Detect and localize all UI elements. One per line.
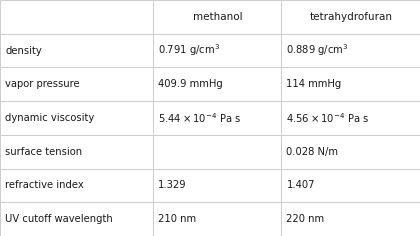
Text: 0.791 g/cm$^3$: 0.791 g/cm$^3$ <box>158 43 220 59</box>
Bar <box>153 34 281 67</box>
Bar <box>281 169 420 202</box>
Bar <box>0 0 153 34</box>
Bar <box>281 202 420 236</box>
Bar <box>0 34 153 67</box>
Bar <box>281 67 420 101</box>
Text: dynamic viscosity: dynamic viscosity <box>5 113 94 123</box>
Bar <box>0 67 153 101</box>
Text: 114 mmHg: 114 mmHg <box>286 79 342 89</box>
Bar <box>281 34 420 67</box>
Bar <box>153 67 281 101</box>
Text: 0.028 N/m: 0.028 N/m <box>286 147 339 157</box>
Text: 210 nm: 210 nm <box>158 214 197 224</box>
Bar <box>0 135 153 169</box>
Text: 0.889 g/cm$^3$: 0.889 g/cm$^3$ <box>286 43 349 59</box>
Text: $5.44\times10^{-4}$ Pa s: $5.44\times10^{-4}$ Pa s <box>158 111 242 125</box>
Bar <box>0 169 153 202</box>
Text: 409.9 mmHg: 409.9 mmHg <box>158 79 223 89</box>
Text: density: density <box>5 46 42 55</box>
Bar <box>281 0 420 34</box>
Text: vapor pressure: vapor pressure <box>5 79 80 89</box>
Text: 1.407: 1.407 <box>286 181 315 190</box>
Text: 1.329: 1.329 <box>158 181 187 190</box>
Text: surface tension: surface tension <box>5 147 82 157</box>
Text: refractive index: refractive index <box>5 181 84 190</box>
Bar <box>153 202 281 236</box>
Bar <box>281 135 420 169</box>
Text: methanol: methanol <box>192 12 242 22</box>
Bar <box>153 0 281 34</box>
Bar <box>281 101 420 135</box>
Text: 220 nm: 220 nm <box>286 214 325 224</box>
Text: UV cutoff wavelength: UV cutoff wavelength <box>5 214 113 224</box>
Bar <box>153 169 281 202</box>
Bar <box>153 101 281 135</box>
Text: $4.56\times10^{-4}$ Pa s: $4.56\times10^{-4}$ Pa s <box>286 111 370 125</box>
Bar <box>0 202 153 236</box>
Bar <box>0 101 153 135</box>
Bar <box>153 135 281 169</box>
Text: tetrahydrofuran: tetrahydrofuran <box>309 12 392 22</box>
